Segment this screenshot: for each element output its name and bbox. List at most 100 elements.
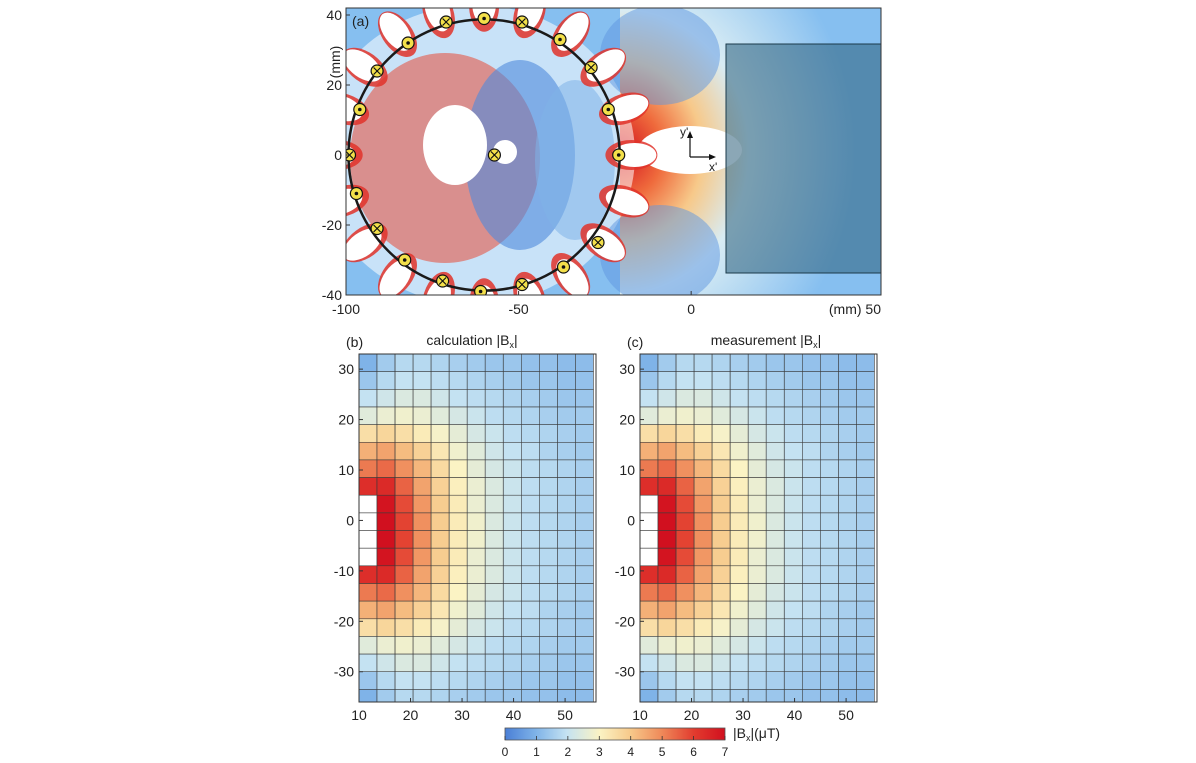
heatmap-cell [394,547,414,567]
heatmap-cell [448,477,468,496]
y-tick-label: 10 [619,462,635,478]
heatmap-cell [801,547,821,567]
heatmap-cell [675,600,695,620]
heatmap-cell [502,565,522,584]
heatmap-cell [430,583,450,602]
heatmap-cell [747,583,767,602]
heatmap-cell [856,530,875,549]
heatmap-cell [693,565,713,584]
heatmap-cell [711,547,731,567]
heatmap-cell [747,424,767,443]
heatmap-cell [430,636,450,655]
panel-a-y-unit-label: (mm) [327,46,343,79]
petal-lobe [599,184,650,218]
heatmap-cell [575,689,594,703]
heatmap-cell [856,565,875,584]
y-tick-label: 0 [334,147,342,163]
panel-b-label: (b) [346,334,363,350]
heatmap-cell [747,459,767,478]
coil-cross-marker [487,148,501,162]
y-tick-label: 20 [338,412,354,428]
heatmap-cell [747,512,767,531]
heatmap-cell [394,494,414,514]
panel-a-y-ticks: 40 20 0 -20 -40 [322,7,350,303]
heatmap-cell [538,477,558,496]
panel-a-x-unit-label: (mm) 50 [829,301,881,317]
heatmap-cell [819,636,839,655]
heatmap-cell [448,512,468,531]
heatmap-cell [484,530,504,549]
heatmap-cell [675,583,695,602]
heatmap-cell [657,547,677,567]
heatmap-cell [466,547,486,567]
heatmap-cell [575,671,594,690]
heatmap-cell [466,441,486,461]
heatmap-cell [466,459,486,478]
heatmap-cell [856,424,875,443]
heatmap-cell [711,494,731,514]
heatmap-cell [657,653,677,673]
heatmap-cell [557,653,576,673]
heatmap-cell [376,406,396,426]
heatmap-cell [675,441,695,461]
heatmap-cell [376,494,396,514]
heatmap-cell [819,547,839,567]
heatmap-cell [639,653,659,673]
heatmap-cell [430,530,450,549]
heatmap-cell [801,477,821,496]
heatmap-cell [538,459,558,478]
heatmap-cell [838,406,857,426]
heatmap-cell [575,371,594,390]
heatmap-cell [448,547,468,567]
heatmap-cell [856,406,875,426]
coil-dot-marker [612,148,626,162]
panel-b-y-ticks: 30 20 10 0 -10 -20 -30 [334,361,363,680]
heatmap-cell [711,636,731,655]
heatmap-cell [394,459,414,478]
heatmap-cell [358,371,378,390]
heatmap-cell [412,388,432,408]
panel-a-label: (a) [352,13,369,29]
heatmap-cell [693,671,713,690]
heatmap-cell [430,600,450,620]
heatmap-cell [747,653,767,673]
y-tick-label: 30 [619,361,635,377]
heatmap-cell [448,424,468,443]
heatmap-cell [557,371,576,390]
heatmap-cell [394,512,414,531]
heatmap-cell [430,441,450,461]
heatmap-cell [502,406,522,426]
heatmap-cell [765,424,785,443]
heatmap-cell [819,671,839,690]
heatmap-cell [765,547,785,567]
heatmap-cell [729,653,749,673]
heatmap-cell [639,406,659,426]
heatmap-cell [856,512,875,531]
coil-cross-marker [591,235,605,250]
heatmap-cell [502,371,522,390]
heatmap-cell [394,653,414,673]
heatmap-cell [358,477,378,496]
heatmap-cell [801,512,821,531]
heatmap-cell [783,512,803,531]
heatmap-cell [856,583,875,602]
local-axes: y' x' [680,125,717,174]
heatmap-cell [801,618,821,637]
heatmap-cell [557,406,576,426]
panel-c-cells [639,353,875,703]
heatmap-cell [358,512,378,531]
heatmap-cell [430,512,450,531]
heatmap-cell [729,671,749,690]
y-tick-label: 10 [338,462,354,478]
heatmap-cell [394,388,414,408]
panel-c-y-ticks: 30 20 10 0 -10 -20 -30 [615,361,644,680]
heatmap-cell [819,583,839,602]
heatmap-cell [639,565,659,584]
coil-dot-marker [349,186,363,201]
heatmap-cell [376,653,396,673]
heatmap-cell [520,530,540,549]
heatmap-cell [783,565,803,584]
colorbar-tick-label: 4 [627,745,634,759]
heatmap-cell [557,636,576,655]
heatmap-cell [484,388,504,408]
